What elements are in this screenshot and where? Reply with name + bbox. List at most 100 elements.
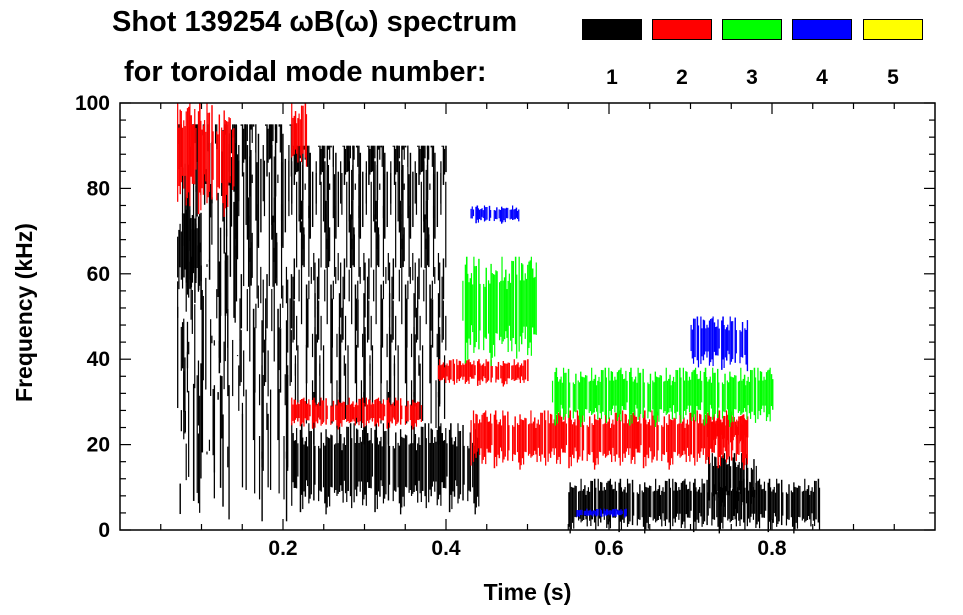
spectral-mark	[352, 401, 354, 420]
spectral-mark	[420, 181, 422, 268]
spectral-mark	[410, 405, 413, 426]
spectral-mark	[575, 373, 577, 413]
spectral-mark	[439, 262, 441, 318]
spectral-mark	[266, 274, 268, 329]
spectral-mark	[344, 363, 347, 419]
spectral-mark	[741, 322, 744, 358]
spectral-mark	[316, 307, 319, 343]
spectral-mark	[712, 493, 714, 520]
spectral-mark	[261, 451, 263, 522]
spectral-mark	[417, 145, 419, 147]
spectral-mark	[421, 145, 424, 172]
spectral-mark	[527, 359, 529, 382]
spectral-mark	[381, 403, 383, 421]
spectral-mark	[363, 252, 365, 281]
spectral-mark	[569, 410, 572, 458]
spectral-mark	[742, 378, 745, 413]
spectral-mark	[251, 174, 253, 184]
spectral-mark	[772, 379, 774, 410]
spectral-mark	[655, 478, 657, 523]
spectral-mark	[688, 424, 690, 456]
spectral-mark	[436, 333, 438, 358]
spectral-mark	[476, 205, 479, 220]
spectral-mark	[584, 375, 587, 410]
spectral-mark	[300, 105, 303, 163]
spectral-mark	[307, 299, 309, 348]
spectral-mark	[537, 419, 539, 448]
spectral-mark	[417, 276, 419, 309]
spectral-mark	[234, 233, 236, 323]
spectral-mark	[180, 410, 182, 432]
spectral-mark	[236, 154, 239, 260]
spectral-mark	[382, 205, 385, 277]
spectrogram-data	[177, 103, 821, 534]
spectral-mark	[758, 380, 760, 411]
spectral-mark	[199, 103, 201, 193]
spectral-mark	[341, 450, 343, 491]
spectral-mark	[353, 407, 355, 422]
spectral-mark	[347, 404, 349, 421]
spectral-mark	[714, 456, 716, 501]
spectral-mark	[277, 308, 279, 441]
spectral-mark	[735, 490, 737, 527]
spectral-mark	[733, 485, 735, 516]
spectral-mark	[610, 510, 612, 515]
spectral-mark	[387, 424, 390, 501]
spectral-mark	[642, 414, 645, 469]
spectral-mark	[697, 489, 700, 523]
spectral-mark	[470, 273, 473, 326]
spectral-mark	[666, 380, 669, 414]
spectral-mark	[491, 273, 493, 358]
spectral-mark	[490, 413, 492, 453]
spectral-mark	[701, 328, 703, 357]
spectral-mark	[382, 423, 385, 504]
spectral-mark	[579, 490, 581, 519]
spectral-mark	[247, 224, 250, 287]
spectral-mark	[240, 124, 242, 126]
spectral-mark	[412, 399, 414, 430]
spectral-mark	[374, 145, 376, 159]
spectral-mark	[594, 374, 597, 409]
spectral-mark	[397, 400, 399, 423]
spectral-mark	[670, 419, 673, 459]
spectral-mark	[527, 424, 530, 456]
spectral-mark	[392, 445, 394, 502]
spectral-mark	[258, 436, 261, 500]
spectral-mark	[580, 478, 582, 523]
spectral-mark	[501, 256, 503, 344]
spectral-mark	[357, 299, 359, 348]
spectral-mark	[376, 398, 379, 423]
spectral-mark	[442, 440, 445, 488]
spectral-mark	[375, 423, 378, 495]
spectral-mark	[292, 307, 294, 343]
spectral-mark	[181, 127, 184, 176]
spectral-mark	[358, 443, 360, 482]
spectral-mark	[525, 278, 528, 327]
spectral-mark	[488, 421, 490, 453]
spectral-mark	[738, 380, 741, 412]
spectral-mark	[645, 419, 647, 467]
spectral-mark	[298, 404, 300, 419]
spectral-mark	[507, 280, 509, 353]
spectral-mark	[613, 488, 615, 518]
spectral-mark	[206, 451, 208, 455]
spectral-mark	[302, 165, 304, 266]
spectral-mark	[348, 269, 350, 302]
spectral-mark	[273, 156, 275, 262]
spectral-mark	[726, 464, 728, 496]
spectral-mark	[614, 376, 616, 413]
spectral-mark	[289, 339, 291, 386]
spectral-mark	[735, 330, 737, 354]
spectral-mark	[343, 437, 345, 481]
spectral-mark	[628, 419, 630, 455]
spectral-mark	[582, 377, 584, 416]
spectral-mark	[407, 280, 409, 300]
spectral-mark	[737, 464, 739, 501]
series-1-2	[291, 423, 480, 515]
spectral-mark	[746, 420, 748, 465]
spectral-mark	[467, 273, 469, 360]
spectral-mark	[206, 264, 208, 267]
spectral-mark	[208, 112, 211, 192]
spectral-mark	[487, 280, 490, 334]
